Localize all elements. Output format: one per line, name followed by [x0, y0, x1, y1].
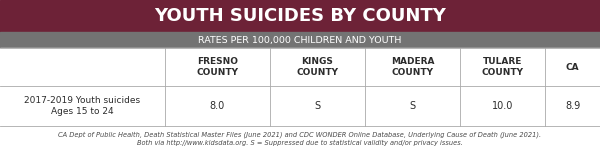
Text: Both via http://www.kidsdata.org. S = Suppressed due to statistical validity and: Both via http://www.kidsdata.org. S = Su…	[137, 140, 463, 146]
Text: S: S	[409, 101, 416, 111]
Text: 8.9: 8.9	[565, 101, 580, 111]
Text: S: S	[314, 101, 320, 111]
Text: FRESNO
COUNTY: FRESNO COUNTY	[197, 57, 239, 77]
Bar	[0, 32, 600, 48]
Bar	[0, 0, 600, 32]
Text: KINGS
COUNTY: KINGS COUNTY	[296, 57, 338, 77]
Text: MADERA
COUNTY: MADERA COUNTY	[391, 57, 434, 77]
Text: YOUTH SUICIDES BY COUNTY: YOUTH SUICIDES BY COUNTY	[154, 7, 446, 25]
Text: RATES PER 100,000 CHILDREN AND YOUTH: RATES PER 100,000 CHILDREN AND YOUTH	[199, 36, 401, 45]
Bar	[0, 48, 600, 126]
Text: CA: CA	[566, 63, 580, 72]
Text: 10.0: 10.0	[492, 101, 513, 111]
Text: TULARE
COUNTY: TULARE COUNTY	[482, 57, 523, 77]
Text: 8.0: 8.0	[210, 101, 225, 111]
Text: 2017-2019 Youth suicides
Ages 15 to 24: 2017-2019 Youth suicides Ages 15 to 24	[25, 96, 140, 116]
Text: CA Dept of Public Health, Death Statistical Master Files (June 2021) and CDC WON: CA Dept of Public Health, Death Statisti…	[58, 131, 542, 138]
